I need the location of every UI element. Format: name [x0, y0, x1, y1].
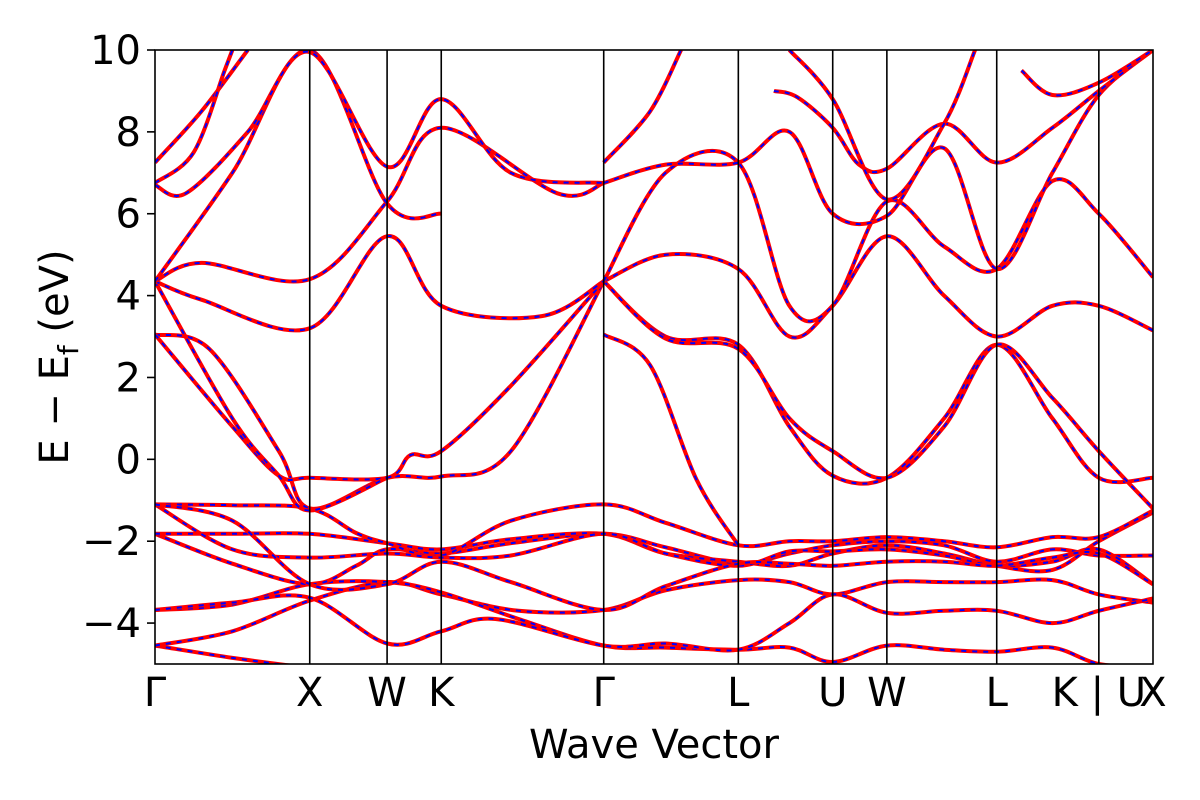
band-fit-line-9	[155, 280, 605, 510]
y-axis-label-unit: (eV)	[32, 249, 78, 345]
y-tick-label-6: 8	[116, 110, 141, 156]
band-line-11	[155, 280, 388, 513]
x-tick-label-3: K	[428, 670, 456, 716]
band-line-22	[601, 148, 1153, 324]
band-fit-line-11	[155, 280, 388, 512]
band-fit-line-18	[603, 333, 740, 546]
y-axis-label-subscript: f	[52, 344, 85, 355]
y-tick-label-5: 6	[116, 192, 141, 238]
band-fit-line-26	[788, 50, 977, 201]
band-fit-line-14	[155, 50, 442, 282]
plot-frame	[154, 49, 1154, 665]
band-fit-line-24	[602, 50, 682, 164]
y-tick-label-3: 2	[116, 355, 141, 401]
band-line-24	[602, 50, 683, 164]
x-tick-label-1: X	[296, 670, 323, 716]
band-line-25	[773, 50, 1153, 175]
y-tick-label-1: −2	[82, 519, 141, 565]
x-tick-label-2: W	[367, 670, 407, 716]
band-line-10	[155, 279, 606, 482]
x-tick-label-5: L	[727, 670, 750, 716]
band-fit-line-15	[155, 50, 604, 197]
y-tick-label-7: 10	[90, 28, 141, 74]
band-line-20	[602, 279, 1153, 510]
band-fit-line-0	[155, 644, 286, 664]
band-line-21	[602, 234, 1153, 340]
y-axis-label-main: E − E	[32, 355, 78, 465]
band-fit-line-8	[155, 503, 1153, 612]
x-tick-label-6: U	[818, 670, 847, 716]
band-fit-line-16	[155, 50, 249, 164]
y-axis-label: E − Ef (eV)	[32, 249, 85, 464]
band-fit-line-13	[155, 126, 605, 283]
band-fit-line-27	[1020, 50, 1153, 97]
band-fit-line-17	[155, 50, 234, 184]
x-tick-label-4: Γ	[593, 670, 616, 716]
band-line-3	[155, 592, 1153, 653]
band-line-18	[602, 332, 740, 547]
kpoint-lines	[308, 50, 1100, 664]
x-tick-label-9: K | U	[1052, 670, 1146, 716]
y-tick-label-0: −4	[82, 601, 141, 647]
y-axis: −4 −2 0 2 4 6 8 10	[82, 28, 155, 647]
band-fit-line-22	[602, 149, 1153, 323]
band-fit-line-21	[603, 235, 1153, 339]
band-fit-line-25	[773, 50, 1153, 174]
band-fit-line-20	[603, 280, 1153, 510]
band-fit-line-12	[155, 235, 605, 332]
y-tick-label-2: 0	[116, 437, 141, 483]
y-tick-label-4: 4	[116, 274, 141, 320]
x-tick-label-7: W	[867, 670, 907, 716]
x-axis-label: Wave Vector	[529, 722, 780, 768]
x-tick-label-10: X	[1139, 670, 1166, 716]
band-line-13	[155, 125, 605, 284]
bands-layer	[155, 50, 1153, 664]
x-tick-label-0: Γ	[144, 670, 167, 716]
x-tick-label-8: L	[986, 670, 1009, 716]
band-fit-line-10	[155, 280, 605, 481]
